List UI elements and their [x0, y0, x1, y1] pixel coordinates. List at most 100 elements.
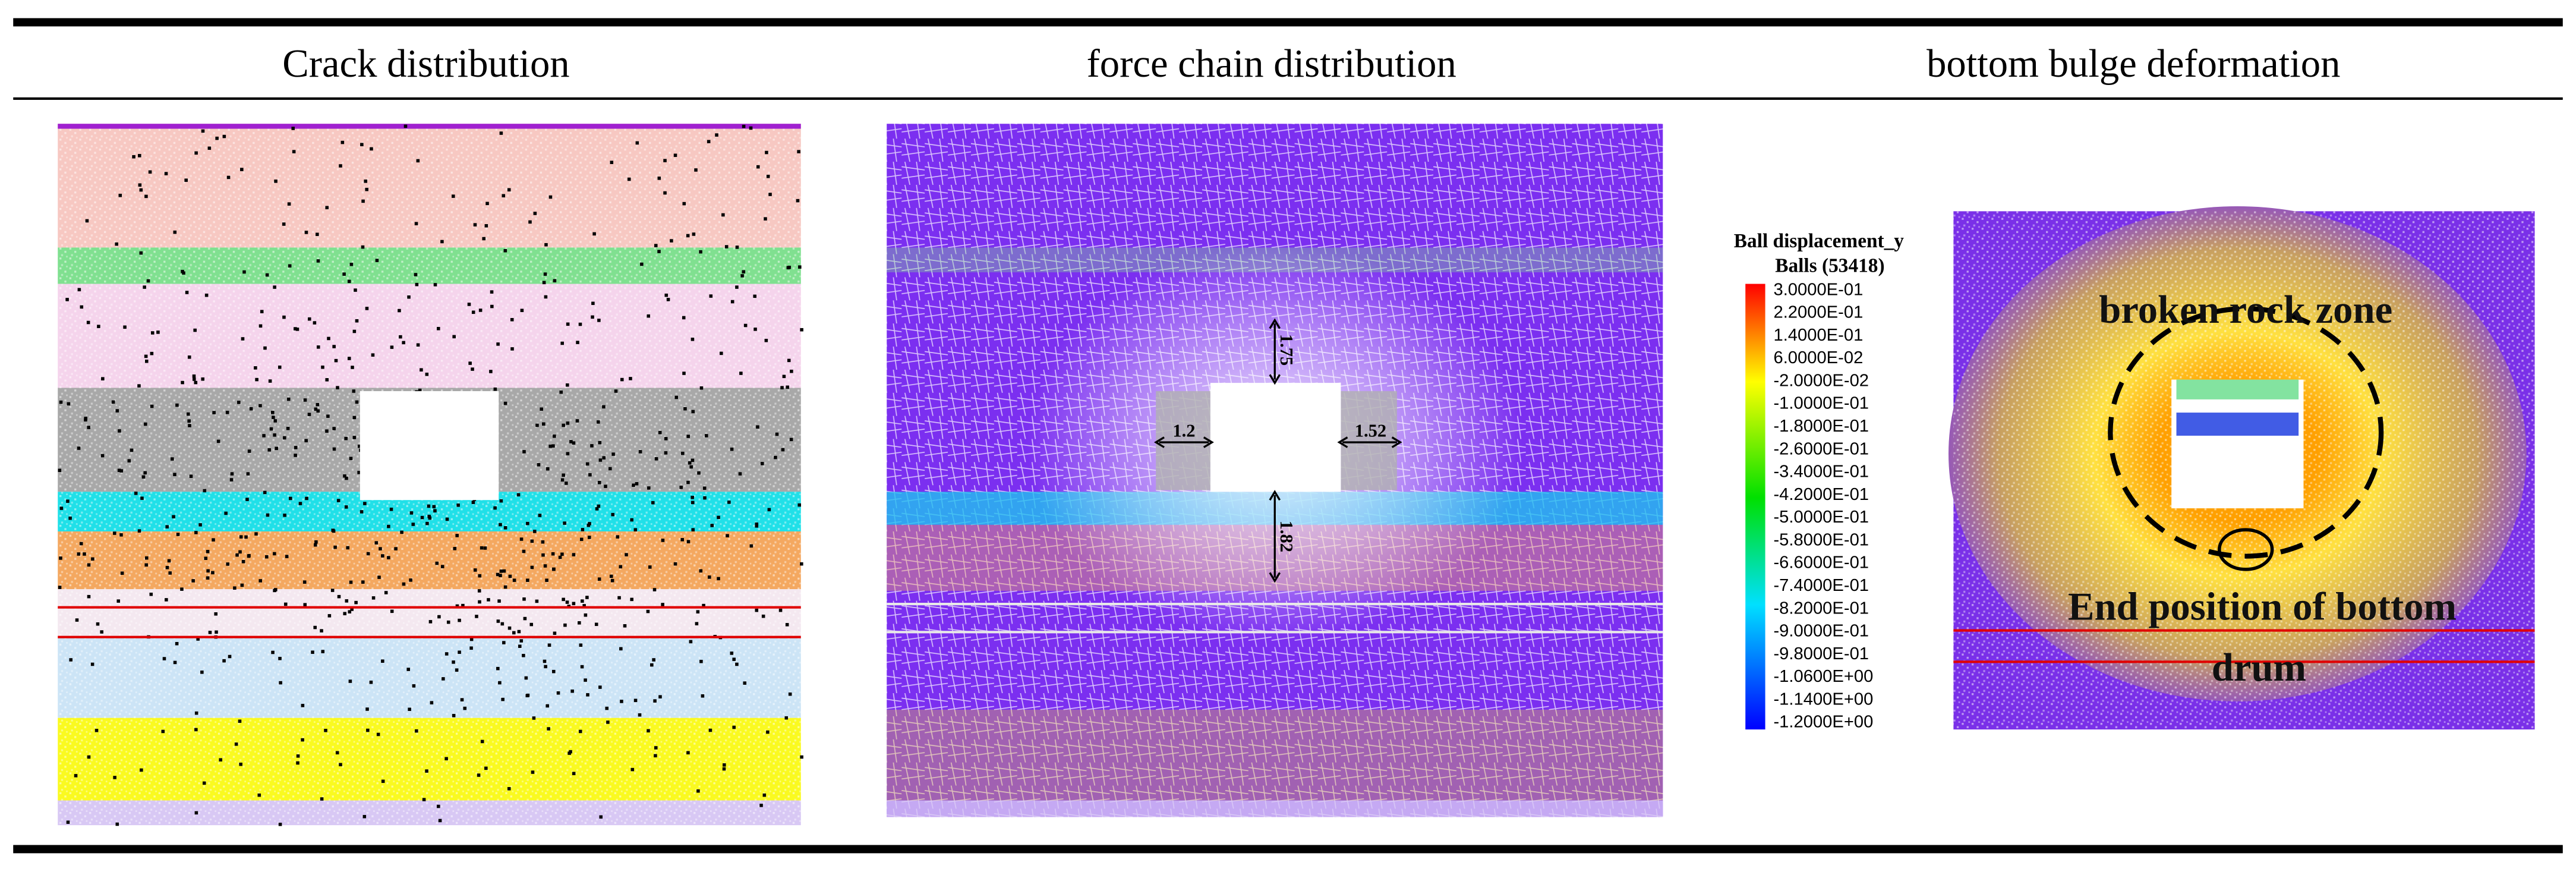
crack-dot [560, 341, 564, 345]
crack-dot [340, 140, 345, 144]
crack-dot [764, 338, 768, 342]
crack-dot [503, 526, 507, 530]
crack-dot [316, 409, 320, 413]
crack-dot [518, 644, 522, 648]
crack-dot [490, 290, 494, 294]
crack-dot [679, 486, 683, 489]
crack-dot [572, 553, 576, 556]
crack-dot [394, 547, 398, 550]
crack-dot [66, 820, 70, 824]
crack-dot [278, 822, 282, 826]
crack-dot [67, 402, 71, 406]
crack-dot [384, 591, 388, 594]
crack-dot [239, 535, 243, 539]
crack-dot [304, 439, 308, 443]
crack-dot [638, 713, 642, 717]
crack-dot [257, 793, 261, 797]
crack-dot [482, 237, 485, 241]
crack-dot [215, 630, 218, 634]
crack-dot [141, 475, 146, 479]
crack-dot [337, 594, 341, 599]
crack-dot [77, 446, 81, 450]
crack-dot [311, 650, 314, 654]
crack-dot [247, 449, 251, 453]
crack-dot [435, 561, 439, 565]
crack-dot [263, 490, 267, 495]
crack-dot [638, 450, 642, 454]
crack-dot [303, 398, 307, 402]
crack-dot [522, 597, 526, 601]
crack-dot [332, 447, 336, 451]
crack-dot [343, 474, 346, 478]
crack-dot [587, 523, 591, 527]
crack-dot [569, 440, 573, 443]
crack-dot [633, 698, 638, 703]
crack-dot [683, 407, 687, 411]
crack-dot [59, 506, 64, 510]
crack-dot [149, 592, 153, 596]
crack-dot [214, 612, 217, 616]
legend-label: 2.2000E-01 [1773, 303, 1863, 322]
crack-dot [365, 187, 368, 191]
crack-dot [87, 426, 91, 429]
crack-dot [699, 569, 703, 573]
crack-dot [324, 729, 327, 732]
crack-dot [361, 580, 365, 584]
crack-dot [699, 250, 702, 254]
crack-dot [371, 596, 376, 600]
crack-dot [579, 643, 583, 647]
crack-dot [721, 213, 725, 217]
crack-dot [591, 301, 595, 306]
crack-dot [295, 328, 299, 331]
crack-dot [686, 435, 690, 438]
crack-dot [743, 681, 747, 685]
crack-dot [630, 767, 635, 772]
crack-dot [708, 575, 711, 579]
crack-dot [530, 565, 534, 569]
crack-dot [422, 798, 426, 801]
crack-dot [282, 315, 286, 319]
crack-dot [215, 136, 219, 140]
crack-dot [544, 243, 548, 247]
crack-dot [302, 580, 307, 584]
crack-dot [627, 177, 631, 181]
crack-dot [347, 279, 351, 284]
crack-dot [66, 499, 70, 503]
legend-label: -9.0000E-01 [1773, 622, 1869, 641]
crack-dot [238, 550, 242, 554]
crack-dot [578, 729, 582, 734]
crack-dot [428, 620, 433, 624]
crack-dot [370, 147, 373, 151]
crack-dot [74, 774, 78, 778]
crack-dot [216, 439, 220, 443]
crack-dot [283, 436, 286, 440]
crack-dot [83, 552, 86, 556]
crack-dot [609, 574, 613, 578]
crack-dot [332, 427, 336, 430]
crack-dot [551, 669, 556, 674]
crack-dot [553, 279, 557, 283]
crack-dot [425, 372, 429, 376]
crack-dot [686, 234, 690, 238]
crack-dot [204, 556, 208, 561]
crack-dot [336, 499, 340, 502]
crack-dot [689, 640, 693, 644]
crack-dot [137, 529, 141, 533]
crack-dot [566, 322, 570, 326]
crack-dot [86, 320, 90, 325]
crack-dot [727, 501, 731, 504]
crack-dot [408, 707, 411, 712]
crack-dot [493, 387, 497, 391]
crack-dot [775, 432, 779, 436]
crack-dot [762, 793, 767, 797]
crack-dot [526, 578, 529, 582]
crack-dot [611, 452, 615, 456]
legend-label: -5.8000E-01 [1773, 530, 1869, 549]
crack-dot [597, 577, 601, 581]
crack-dot [572, 772, 576, 776]
crack-dot [335, 751, 339, 755]
crack-dot [187, 355, 191, 359]
crack-dot [530, 539, 534, 543]
crack-dot [84, 417, 88, 420]
crack-dot [749, 126, 753, 130]
